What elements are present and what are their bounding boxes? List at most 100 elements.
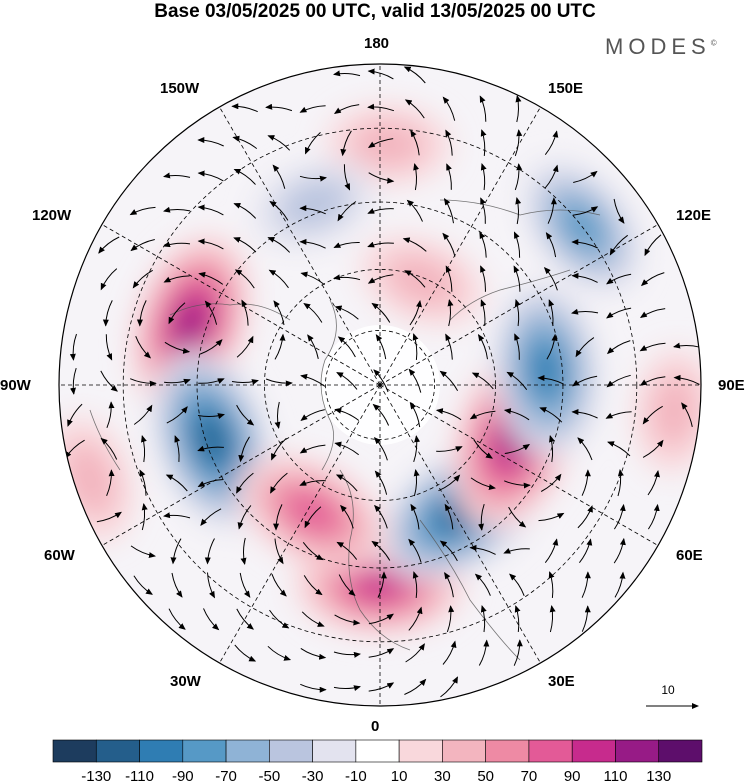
wind-vector: [174, 435, 181, 462]
wind-vector: [647, 470, 660, 496]
wind-vector: [514, 605, 521, 632]
lon-label-90e: 90E: [718, 377, 745, 394]
map-title: Base 03/05/2025 00 UTC, valid 13/05/2025…: [154, 1, 596, 22]
wind-vector: [368, 613, 394, 625]
wind-vector: [274, 538, 284, 565]
wind-vector: [439, 540, 458, 562]
wind-vector: [333, 651, 361, 658]
wind-vector: [538, 512, 565, 522]
wind-vector: [272, 164, 286, 189]
anomaly-blob: [253, 160, 375, 248]
wind-vector: [265, 378, 293, 387]
wind-vector: [234, 269, 255, 289]
wind-vector: [163, 241, 191, 248]
wind-vector: [373, 369, 389, 393]
wind-vector: [265, 103, 293, 112]
wind-vector: [503, 408, 530, 421]
anomaly-blob: [326, 104, 451, 185]
wind-vector: [572, 375, 598, 387]
wind-vector: [233, 237, 257, 253]
wind-vector: [374, 470, 388, 495]
wind-vector: [163, 275, 190, 283]
wind-vector: [469, 544, 496, 555]
wind-vector: [439, 370, 459, 391]
wind-vector: [268, 269, 289, 289]
wind-vector: [445, 333, 453, 360]
wind-vector: [549, 435, 555, 463]
wind-vector: [406, 199, 423, 222]
wind-vector: [333, 241, 360, 248]
wind-vector: [478, 503, 485, 531]
wind-vector: [139, 469, 147, 496]
wind-vector: [544, 538, 559, 564]
colorbar-swatch: [571, 739, 616, 763]
wind-vector: [571, 239, 598, 249]
wind-vector: [367, 103, 395, 112]
wind-vector: [514, 333, 520, 360]
wind-vector: [503, 548, 530, 554]
wind-vector: [440, 676, 458, 698]
wind-vector: [513, 265, 521, 292]
wind-vector: [508, 506, 527, 528]
wind-vector: [515, 95, 522, 123]
wind-vector: [237, 505, 252, 530]
colorbar-tick-label: 70: [521, 768, 538, 783]
wind-vector: [543, 266, 558, 291]
wind-vector: [470, 477, 496, 491]
wind-vector: [537, 374, 564, 385]
wind-vector: [436, 446, 463, 452]
wind-vector: [515, 197, 522, 225]
wind-vector: [572, 206, 599, 216]
wind-vector: [301, 611, 325, 627]
wind-vector: [673, 342, 701, 349]
wind-vector: [267, 237, 291, 253]
wind-vector: [203, 608, 220, 631]
wind-vector: [480, 605, 487, 633]
wind-vector: [197, 170, 224, 182]
brand-name: MODES: [605, 34, 711, 59]
wind-vector: [340, 504, 354, 529]
wind-vector: [374, 504, 388, 529]
wind-vector: [130, 378, 157, 387]
wind-vector: [333, 70, 361, 77]
colorbar-swatch: [442, 739, 486, 763]
wind-vector: [577, 505, 593, 529]
wind-vector: [132, 269, 153, 289]
wind-vector: [102, 300, 113, 327]
wind-vector: [231, 379, 259, 385]
wind-vector: [404, 270, 426, 288]
wind-vector: [338, 574, 356, 597]
wind-vector: [640, 272, 665, 287]
wind-vector: [639, 308, 666, 318]
wind-vector: [642, 405, 663, 425]
wind-vector: [581, 605, 591, 632]
wind-vector: [413, 469, 420, 497]
wind-vector: [300, 647, 327, 660]
wind-vector: [69, 333, 77, 361]
wind-vector: [199, 339, 223, 355]
wind-vector: [544, 164, 559, 189]
wind-vector: [435, 408, 462, 421]
lon-label-30w: 30W: [170, 673, 201, 690]
lon-label-90w: 90W: [0, 377, 31, 394]
wind-vector: [442, 232, 456, 257]
wind-vector: [106, 469, 115, 496]
lon-label-150w: 150W: [160, 80, 200, 97]
wind-vector: [607, 441, 631, 457]
wind-vector: [513, 639, 523, 666]
wind-vector: [273, 504, 283, 531]
wind-vector: [299, 238, 326, 249]
wind-vector: [300, 271, 325, 286]
wind-vector: [373, 436, 388, 461]
colorbar-swatch: [225, 739, 270, 763]
wind-vector: [233, 203, 257, 219]
wind-vector: [170, 538, 182, 565]
wind-vector: [548, 571, 555, 598]
wind-vector: [444, 571, 454, 598]
wind-vector: [547, 197, 557, 224]
wind-vector: [303, 575, 323, 596]
wind-vector: [163, 206, 191, 213]
wind-vector: [410, 129, 420, 156]
wind-vector: [367, 274, 394, 284]
colorbar-swatch: [658, 739, 703, 763]
